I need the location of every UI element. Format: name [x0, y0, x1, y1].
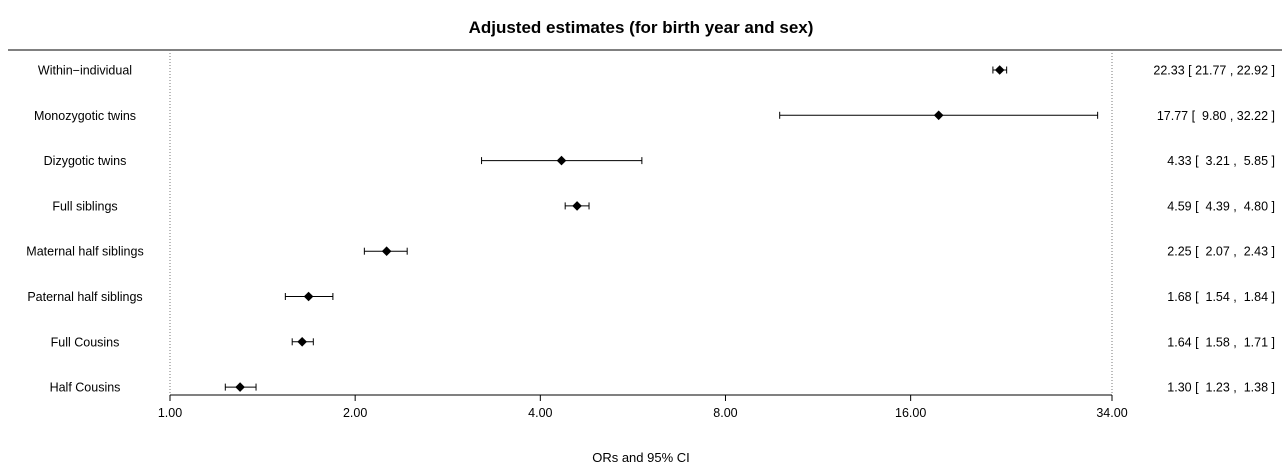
point-estimate-diamond — [381, 246, 392, 256]
x-tick-label: 2.00 — [343, 406, 367, 420]
row-label: Half Cousins — [50, 381, 121, 395]
forest-row: Half Cousins 1.30 [ 1.23 , 1.38 ] — [50, 381, 1275, 395]
point-estimate-diamond — [994, 65, 1005, 75]
row-estimate-text: 22.33 [ 21.77 , 22.92 ] — [1153, 64, 1275, 78]
x-tick-label: 16.00 — [895, 406, 926, 420]
point-estimate-diamond — [933, 110, 944, 121]
point-estimate-diamond — [297, 337, 307, 347]
forest-row: Dizygotic twins 4.33 [ 3.21 , 5.85 ] — [44, 154, 1275, 168]
x-tick-label: 1.00 — [158, 406, 182, 420]
row-label: Monozygotic twins — [34, 109, 136, 123]
forest-row: Within−individual 22.33 [ 21.77 , 22.92 ] — [38, 64, 1275, 78]
row-estimate-text: 4.59 [ 4.39 , 4.80 ] — [1167, 199, 1275, 213]
x-tick-label: 34.00 — [1096, 406, 1127, 420]
row-label: Full siblings — [52, 199, 117, 213]
point-estimate-diamond — [235, 382, 245, 392]
x-tick-label: 8.00 — [713, 406, 737, 420]
forest-row: Maternal half siblings 2.25 [ 2.07 , 2.43… — [26, 245, 1275, 259]
row-estimate-text: 1.68 [ 1.54 , 1.84 ] — [1167, 290, 1275, 304]
row-estimate-text: 1.30 [ 1.23 , 1.38 ] — [1167, 381, 1275, 395]
forest-row: Monozygotic twins 17.77 [ 9.80 , 32.22 ] — [34, 109, 1275, 123]
row-estimate-text: 4.33 [ 3.21 , 5.85 ] — [1167, 154, 1275, 168]
forest-row: Paternal half siblings 1.68 [ 1.54 , 1.84… — [27, 290, 1275, 304]
row-label: Paternal half siblings — [27, 290, 142, 304]
row-label: Dizygotic twins — [44, 154, 127, 168]
forest-row: Full siblings 4.59 [ 4.39 , 4.80 ] — [52, 199, 1275, 213]
forest-row: Full Cousins 1.64 [ 1.58 , 1.71 ] — [51, 335, 1275, 349]
row-estimate-text: 17.77 [ 9.80 , 32.22 ] — [1157, 109, 1275, 123]
x-axis-label: ORs and 95% CI — [592, 450, 690, 465]
row-estimate-text: 1.64 [ 1.58 , 1.71 ] — [1167, 335, 1275, 349]
x-tick-label: 4.00 — [528, 406, 552, 420]
row-label: Within−individual — [38, 64, 132, 78]
point-estimate-diamond — [303, 291, 314, 302]
x-axis-ticks: 1.00 2.00 4.00 8.00 16.00 34.00 — [158, 395, 1128, 420]
row-label: Full Cousins — [51, 335, 120, 349]
point-estimate-diamond — [556, 155, 567, 166]
chart-title: Adjusted estimates (for birth year and s… — [469, 18, 814, 37]
row-estimate-text: 2.25 [ 2.07 , 2.43 ] — [1167, 245, 1275, 259]
forest-rows: Within−individual 22.33 [ 21.77 , 22.92 ]… — [26, 64, 1275, 395]
row-label: Maternal half siblings — [26, 245, 143, 259]
point-estimate-diamond — [572, 201, 582, 211]
